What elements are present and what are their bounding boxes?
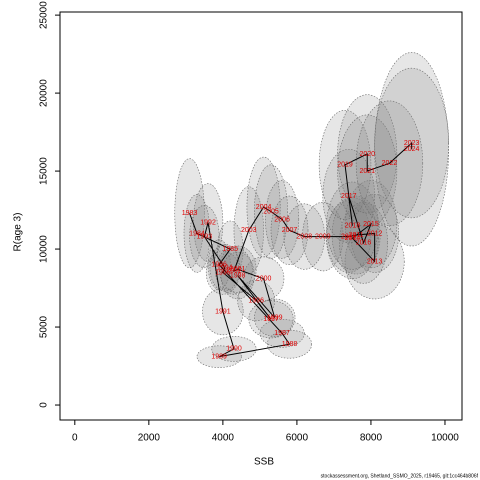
year-label: 1983 — [182, 210, 198, 217]
year-label: 1993 — [197, 233, 213, 240]
year-label: 1997 — [263, 316, 279, 323]
year-label: 2024 — [404, 146, 420, 153]
y-tick-label: 5000 — [39, 315, 50, 338]
year-label: 2021 — [359, 168, 375, 175]
x-tick-label: 4000 — [212, 433, 235, 444]
year-label: 1996 — [248, 297, 264, 304]
year-label: 1986 — [211, 262, 227, 269]
y-tick-label: 0 — [39, 402, 50, 408]
y-axis-label: R(age 3) — [13, 213, 24, 252]
year-label: 2016 — [356, 240, 372, 247]
year-label: 1991 — [215, 308, 231, 315]
year-label: 2004 — [256, 204, 272, 211]
year-label: 2019 — [337, 162, 353, 169]
year-label: 2010 — [341, 233, 357, 240]
year-label: 1987 — [274, 330, 290, 337]
year-label: 2002 — [226, 268, 242, 275]
year-label: 2013 — [367, 258, 383, 265]
year-label: 2007 — [282, 227, 298, 234]
year-label: 1989 — [211, 354, 227, 361]
plot-frame — [59, 11, 463, 421]
year-label: 2000 — [256, 276, 272, 283]
y-tick-label: 15000 — [39, 157, 50, 185]
trajectory-line — [189, 141, 413, 358]
year-label: 2005 — [263, 208, 279, 215]
x-tick-label: 8000 — [360, 433, 383, 444]
year-label: 1995 — [215, 269, 231, 276]
year-label: 2009 — [315, 233, 331, 240]
year-label: 1999 — [267, 315, 283, 322]
year-label: 2001 — [230, 266, 246, 273]
year-label: 1990 — [226, 346, 242, 353]
y-tick-label: 25000 — [39, 1, 50, 29]
year-label: 2006 — [274, 216, 290, 223]
caption: stockassessment.org, Shetland_SSMO_2025,… — [321, 473, 479, 479]
year-label: 1992 — [200, 219, 216, 226]
x-tick-label: 6000 — [286, 433, 309, 444]
x-tick-label: 2000 — [138, 433, 161, 444]
year-label: 1984 — [189, 230, 205, 237]
x-tick-label: 0 — [72, 433, 78, 444]
year-label: 1994 — [217, 265, 233, 272]
year-label: 2014 — [345, 235, 361, 242]
year-label: 2018 — [345, 223, 361, 230]
year-label: 1998 — [230, 272, 246, 279]
year-label: 2012 — [367, 230, 383, 237]
year-label: 2023 — [404, 140, 420, 147]
year-label: 2020 — [359, 151, 375, 158]
year-label: 2008 — [297, 233, 313, 240]
year-label: 2011 — [349, 232, 364, 239]
x-tick-label: 10000 — [431, 433, 459, 444]
y-tick-label: 20000 — [39, 79, 50, 107]
year-label: 2015 — [363, 221, 379, 228]
year-label: 2022 — [382, 160, 398, 167]
year-label: 2017 — [341, 193, 357, 200]
y-tick-label: 10000 — [39, 235, 50, 263]
year-label: 1988 — [282, 341, 298, 348]
year-label: 2003 — [241, 227, 257, 234]
year-label: 1985 — [222, 246, 238, 253]
x-axis-label: SSB — [254, 457, 274, 468]
